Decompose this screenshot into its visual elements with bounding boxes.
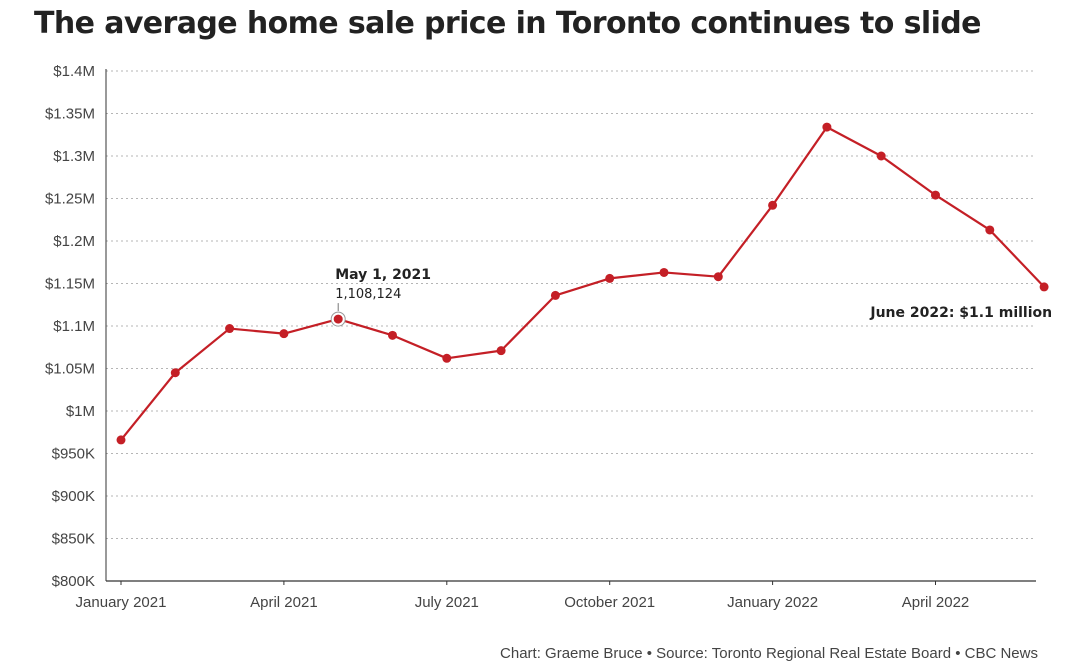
data-point bbox=[496, 346, 506, 356]
chart-title: The average home sale price in Toronto c… bbox=[34, 6, 982, 41]
x-tick-label: January 2021 bbox=[76, 594, 167, 611]
y-tick-label: $1.05M bbox=[45, 361, 95, 378]
x-tick-label: April 2022 bbox=[902, 594, 970, 611]
y-axis-tick-labels: $800K $850K $900K $950K $1M $1.05M $1.1M $1.15M… bbox=[45, 63, 95, 590]
annotation-title: May 1, 2021 bbox=[335, 267, 431, 283]
data-point bbox=[550, 290, 560, 300]
x-axis-tick-labels: January 2021 April 2021 July 2021 October 2… bbox=[76, 594, 970, 611]
data-point bbox=[116, 435, 126, 445]
data-point bbox=[388, 330, 397, 340]
y-tick-label: $1.1M bbox=[53, 318, 95, 335]
data-series bbox=[120, 125, 1045, 441]
y-tick-label: $800K bbox=[52, 573, 95, 590]
data-point bbox=[931, 190, 940, 200]
y-tick-label: $1.4M bbox=[53, 63, 95, 80]
price-line bbox=[120, 125, 1045, 441]
data-point bbox=[822, 122, 832, 132]
data-point bbox=[333, 314, 343, 324]
data-point bbox=[605, 273, 615, 283]
y-tick-label: $950K bbox=[52, 446, 95, 463]
x-tick-label: October 2021 bbox=[564, 594, 655, 611]
y-tick-label: $1.25M bbox=[45, 191, 95, 208]
y-tick-label: $850K bbox=[52, 531, 95, 548]
end-label: June 2022: $1.1 million bbox=[869, 305, 1052, 321]
data-point bbox=[1039, 282, 1049, 292]
annotation-value: 1,108,124 bbox=[335, 287, 401, 302]
y-tick-label: $1.35M bbox=[45, 106, 95, 123]
x-tick-label: July 2021 bbox=[415, 594, 479, 611]
y-tick-label: $1.3M bbox=[53, 148, 95, 165]
x-tick-label: January 2022 bbox=[727, 594, 818, 611]
data-point bbox=[768, 200, 778, 210]
data-point bbox=[170, 368, 180, 378]
data-point bbox=[442, 353, 452, 363]
y-tick-label: $900K bbox=[52, 488, 95, 505]
annotations: May 1, 2021 1,108,124 June 2022: $1.1 mill… bbox=[335, 267, 1052, 321]
x-tick-label: April 2021 bbox=[250, 594, 318, 611]
data-point bbox=[225, 324, 235, 334]
source-credit: Chart: Graeme Bruce • Source: Toronto Re… bbox=[500, 645, 1038, 662]
data-point bbox=[659, 267, 669, 277]
data-point bbox=[985, 225, 995, 235]
data-point bbox=[279, 329, 289, 339]
y-tick-label: $1.15M bbox=[45, 276, 95, 293]
data-point bbox=[713, 272, 723, 282]
y-tick-label: $1.2M bbox=[53, 233, 95, 250]
data-points bbox=[116, 122, 1049, 445]
axes bbox=[105, 69, 1036, 585]
y-tick-label: $1M bbox=[66, 403, 95, 420]
data-point bbox=[876, 151, 886, 161]
